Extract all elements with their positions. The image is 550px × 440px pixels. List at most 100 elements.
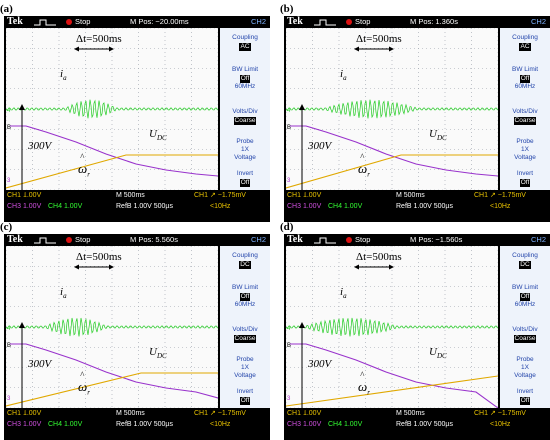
omega-label: ^ ωr: [78, 370, 90, 397]
coupling-value: AC: [519, 43, 531, 51]
probe-sub-2: Voltage: [514, 154, 536, 161]
ch1-scale: CH1 1.00V: [287, 192, 322, 199]
invert-menu-item[interactable]: Invert Off: [220, 388, 270, 405]
scope-status-bar: Tek Stop M Pos: 1.360s CH2: [284, 16, 550, 28]
acquisition-status: Stop: [75, 235, 91, 244]
channel-menu-title: CH2: [530, 17, 546, 26]
channel-menu-title: CH2: [530, 235, 546, 244]
probe-menu-item[interactable]: Probe 1X Voltage: [220, 356, 270, 380]
waveform-svg: 4 B 3: [6, 28, 218, 190]
trigger-readout: CH1 ↗ −1.75mV: [474, 410, 526, 417]
scope-panel-2: (b) Tek Stop M Pos: 1.360s CH2 4 B 3 Coupl…: [280, 3, 550, 222]
scope-readout-bar: CH1 1.00V M 500ms CH1 ↗ −1.75mV CH3 1.00…: [4, 190, 270, 222]
probe-menu-item[interactable]: Probe 1X Voltage: [500, 138, 550, 162]
current-trace: [286, 317, 498, 337]
bwlimit-label: BW Limit: [232, 66, 258, 73]
delta-t-arrow-icon: [354, 264, 394, 270]
voltsdiv-menu-item[interactable]: Volts/Div Coarse: [500, 326, 550, 343]
voltsdiv-value: Coarse: [513, 335, 537, 343]
brand-logo: Tek: [7, 16, 23, 27]
trigger-frequency: <10Hz: [490, 421, 511, 428]
waveform-svg: 4 B 3: [286, 28, 498, 190]
probe-sub-2: Voltage: [234, 154, 256, 161]
main-position-readout: M Pos: 5.560s: [130, 235, 178, 244]
voltsdiv-menu-item[interactable]: Volts/Div Coarse: [220, 108, 270, 125]
ref-marker: B: [287, 125, 291, 131]
probe-menu-item[interactable]: Probe 1X Voltage: [500, 356, 550, 380]
voltsdiv-menu-item[interactable]: Volts/Div Coarse: [220, 326, 270, 343]
scope-status-bar: Tek Stop M Pos: −20.00ms CH2: [4, 16, 270, 28]
ia-label: ia: [60, 286, 67, 301]
invert-value: Off: [519, 179, 531, 187]
ch4-scale: CH4 1.00V: [328, 421, 363, 428]
invert-menu-item[interactable]: Invert Off: [500, 170, 550, 187]
ch1-scale: CH1 1.00V: [7, 410, 42, 417]
waveform-area: 4 B 3: [6, 28, 218, 190]
invert-menu-item[interactable]: Invert Off: [500, 388, 550, 405]
ch3-scale: CH3 1.00V: [7, 203, 42, 210]
bwlimit-value: Off: [239, 75, 251, 83]
coupling-label: Coupling: [232, 252, 258, 259]
coupling-label: Coupling: [512, 34, 538, 41]
ref-marker: B: [7, 125, 11, 131]
probe-label: Probe: [236, 138, 254, 145]
oscilloscope-display: Tek Stop M Pos: 1.360s CH2 4 B 3 Coupling …: [284, 16, 550, 222]
trigger-pulse-icon: [34, 237, 56, 244]
stop-indicator-icon: [66, 19, 72, 25]
voltage-label: 300V: [28, 358, 52, 370]
trigger-readout: CH1 ↗ −1.75mV: [474, 192, 526, 199]
bwlimit-menu-item[interactable]: BW Limit Off 60MHz: [220, 66, 270, 91]
trigger-readout: CH1 ↗ −1.75mV: [194, 410, 246, 417]
ref-marker: B: [287, 343, 291, 349]
current-trace: [6, 99, 218, 119]
bwlimit-label: BW Limit: [512, 66, 538, 73]
scope-readout-bar: CH1 1.00V M 500ms CH1 ↗ −1.75mV CH3 1.00…: [284, 408, 550, 440]
current-trace: [6, 317, 218, 337]
coupling-menu-item[interactable]: Coupling DC: [500, 252, 550, 269]
voltsdiv-label: Volts/Div: [232, 108, 258, 115]
coupling-value: DC: [519, 261, 531, 269]
bwlimit-menu-item[interactable]: BW Limit Off 60MHz: [500, 66, 550, 91]
probe-label: Probe: [516, 138, 534, 145]
coupling-menu-item[interactable]: Coupling AC: [500, 34, 550, 51]
bwlimit-menu-item[interactable]: BW Limit Off 60MHz: [500, 284, 550, 309]
delta-t-annotation: Δt=500ms: [76, 33, 122, 45]
ch3-marker: 3: [287, 396, 291, 402]
brand-logo: Tek: [7, 234, 23, 245]
coupling-label: Coupling: [512, 252, 538, 259]
bwlimit-label: BW Limit: [232, 284, 258, 291]
invert-value: Off: [239, 397, 251, 405]
invert-menu-item[interactable]: Invert Off: [220, 170, 270, 187]
voltsdiv-value: Coarse: [513, 117, 537, 125]
probe-menu-item[interactable]: Probe 1X Voltage: [220, 138, 270, 162]
trigger-pulse-icon: [314, 237, 336, 244]
invert-label: Invert: [516, 170, 534, 177]
coupling-label: Coupling: [232, 34, 258, 41]
delta-t-annotation: Δt=500ms: [356, 251, 402, 263]
ch4-marker: 4: [7, 108, 11, 114]
coupling-menu-item[interactable]: Coupling DC: [220, 252, 270, 269]
ch1-scale: CH1 1.00V: [7, 192, 42, 199]
omega-label: ^ ωr: [358, 370, 370, 397]
coupling-menu-item[interactable]: Coupling AC: [220, 34, 270, 51]
ref-marker: B: [7, 343, 11, 349]
stop-indicator-icon: [346, 237, 352, 243]
acquisition-status: Stop: [75, 17, 91, 26]
bwlimit-menu-item[interactable]: BW Limit Off 60MHz: [220, 284, 270, 309]
delta-t-arrow-icon: [74, 46, 114, 52]
bwlimit-value: Off: [239, 293, 251, 301]
voltsdiv-menu-item[interactable]: Volts/Div Coarse: [500, 108, 550, 125]
channel-side-menu: Coupling AC BW Limit Off 60MHz Volts/Div…: [220, 28, 270, 190]
probe-sub-2: Voltage: [234, 372, 256, 379]
ia-label: ia: [340, 68, 347, 83]
probe-sub-2: Voltage: [514, 372, 536, 379]
voltage-arrow-icon: [19, 104, 25, 198]
ch3-scale: CH3 1.00V: [287, 203, 322, 210]
bwlimit-value: Off: [519, 293, 531, 301]
timebase-readout: M 500ms: [396, 410, 425, 417]
channel-side-menu: Coupling DC BW Limit Off 60MHz Volts/Div…: [500, 246, 550, 408]
acquisition-status: Stop: [355, 235, 371, 244]
invert-label: Invert: [516, 388, 534, 395]
udc-label: UDC: [429, 128, 447, 143]
refb-readout: RefB 1.00V 500µs: [396, 203, 453, 210]
